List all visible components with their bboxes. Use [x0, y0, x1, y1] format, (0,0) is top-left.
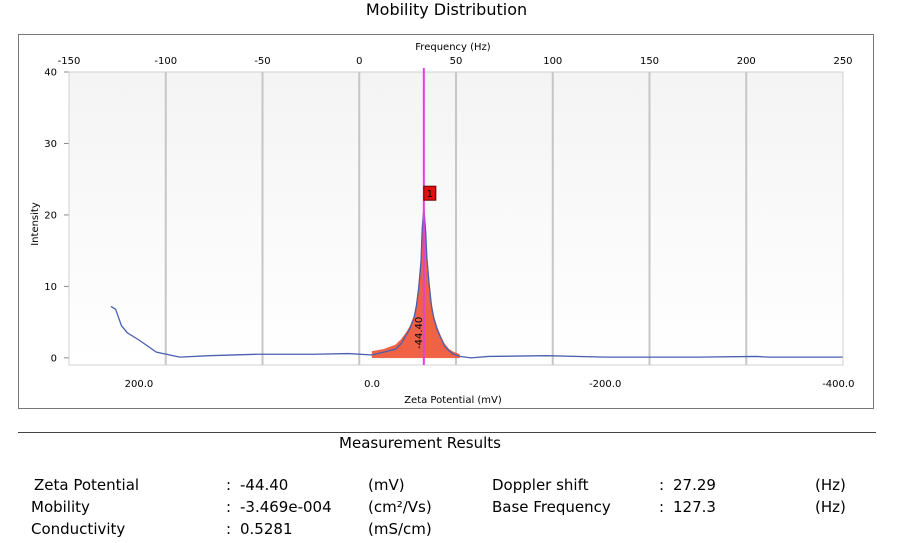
- tick-labels: -150 -100 -50 0 50 100 150 200 250 0 10 20 30 40 200.0…: [44, 56, 854, 390]
- bottom-tick-label: 200.0: [125, 379, 154, 390]
- peak-value-label: -44.40: [414, 317, 425, 349]
- axes: [64, 71, 844, 366]
- mobility-distribution-chart: -150 -100 -50 0 50 100 150 200 250 0 10 20 30 40 200.0…: [30, 42, 854, 406]
- distribution-line: [110, 209, 843, 359]
- doppler-shift-colon: :: [659, 476, 665, 494]
- y-axis-title: Intensity: [30, 202, 41, 246]
- mobility-value: -3.469e-004: [240, 498, 332, 516]
- mobility-unit: (cm²/Vs): [368, 498, 432, 516]
- base-frequency-value: 127.3: [673, 498, 716, 516]
- top-tick-label: -150: [58, 56, 81, 67]
- grid-lines: [69, 72, 843, 365]
- zeta-potential-colon: :: [226, 476, 232, 494]
- results-title: Measurement Results: [339, 434, 501, 452]
- top-axis-title: Frequency (Hz): [415, 42, 491, 53]
- mobility-label: Mobility: [31, 498, 90, 516]
- doppler-shift-label: Doppler shift: [492, 476, 589, 494]
- bottom-tick-label: -200.0: [589, 379, 621, 390]
- top-tick-label: 250: [833, 56, 852, 67]
- top-tick-label: 50: [450, 56, 463, 67]
- top-tick-label: -100: [154, 56, 177, 67]
- zeta-potential-label: Zeta Potential: [34, 476, 140, 494]
- y-tick-label: 40: [44, 68, 57, 79]
- top-tick-label: 0: [356, 56, 362, 67]
- bottom-axis-title: Zeta Potential (mV): [404, 395, 502, 406]
- conductivity-colon: :: [226, 520, 232, 538]
- y-tick-label: 20: [44, 210, 57, 221]
- peak-marker-box: [423, 185, 437, 201]
- y-tick-label: 30: [44, 139, 57, 150]
- bottom-tick-label: 0.0: [364, 379, 380, 390]
- peak-annotation: 1 -44.40: [414, 68, 437, 365]
- top-tick-label: -50: [254, 56, 270, 67]
- chart-frame: -150 -100 -50 0 50 100 150 200 250 0 10 20 30 40 200.0…: [18, 34, 874, 409]
- plot-border: [68, 71, 844, 366]
- bottom-tick-label: -400.0: [822, 379, 854, 390]
- chart-title: Mobility Distribution: [365, 0, 528, 19]
- base-frequency-unit: (Hz): [815, 498, 846, 516]
- top-tick-label: 150: [640, 56, 659, 67]
- y-tick-label: 0: [51, 353, 57, 364]
- peak-marker-label: 1: [427, 189, 433, 200]
- conductivity-label: Conductivity: [31, 520, 126, 538]
- zeta-potential-value: -44.40: [240, 476, 289, 494]
- conductivity-value: 0.5281: [240, 520, 293, 538]
- top-tick-label: 200: [737, 56, 756, 67]
- results-divider: [18, 432, 876, 433]
- top-tick-label: 100: [543, 56, 562, 67]
- base-frequency-colon: :: [659, 498, 665, 516]
- y-tick-label: 10: [44, 282, 57, 293]
- base-frequency-label: Base Frequency: [492, 498, 611, 516]
- series-distribution-line: [110, 209, 843, 359]
- doppler-shift-value: 27.29: [673, 476, 716, 494]
- mobility-colon: :: [226, 498, 232, 516]
- conductivity-unit: (mS/cm): [368, 520, 432, 538]
- doppler-shift-unit: (Hz): [815, 476, 846, 494]
- zeta-potential-unit: (mV): [368, 476, 405, 494]
